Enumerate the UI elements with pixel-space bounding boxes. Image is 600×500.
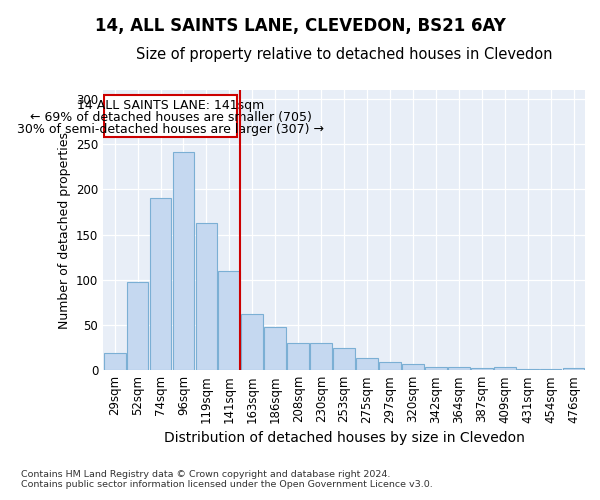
- Text: ← 69% of detached houses are smaller (705): ← 69% of detached houses are smaller (70…: [30, 111, 312, 124]
- Bar: [402, 364, 424, 370]
- Bar: [563, 368, 584, 370]
- Text: 14 ALL SAINTS LANE: 141sqm: 14 ALL SAINTS LANE: 141sqm: [77, 99, 265, 112]
- Text: 14, ALL SAINTS LANE, CLEVEDON, BS21 6AY: 14, ALL SAINTS LANE, CLEVEDON, BS21 6AY: [95, 18, 505, 36]
- Bar: [471, 368, 493, 370]
- Bar: [241, 314, 263, 370]
- Bar: [218, 271, 240, 370]
- Bar: [287, 343, 309, 370]
- X-axis label: Distribution of detached houses by size in Clevedon: Distribution of detached houses by size …: [164, 431, 524, 445]
- Bar: [265, 327, 286, 370]
- Text: 30% of semi-detached houses are larger (307) →: 30% of semi-detached houses are larger (…: [17, 124, 325, 136]
- Title: Size of property relative to detached houses in Clevedon: Size of property relative to detached ho…: [136, 48, 553, 62]
- Bar: [448, 368, 470, 370]
- Bar: [333, 348, 355, 370]
- Bar: [104, 353, 125, 370]
- Bar: [310, 343, 332, 370]
- Bar: [149, 198, 172, 370]
- Bar: [173, 152, 194, 370]
- Text: Contains HM Land Registry data © Crown copyright and database right 2024.
Contai: Contains HM Land Registry data © Crown c…: [21, 470, 433, 489]
- Bar: [494, 368, 515, 370]
- Y-axis label: Number of detached properties: Number of detached properties: [58, 132, 71, 328]
- Bar: [127, 282, 148, 370]
- Bar: [425, 366, 447, 370]
- Bar: [196, 223, 217, 370]
- Bar: [379, 362, 401, 370]
- Bar: [104, 94, 238, 137]
- Bar: [356, 358, 378, 370]
